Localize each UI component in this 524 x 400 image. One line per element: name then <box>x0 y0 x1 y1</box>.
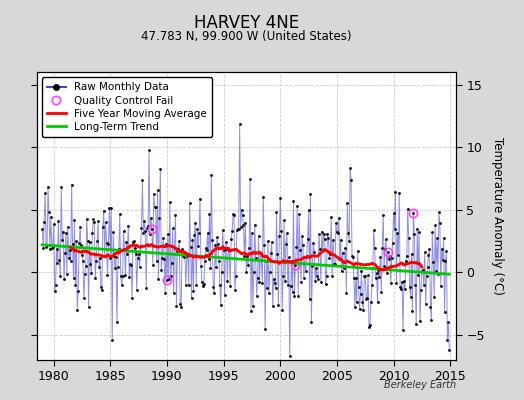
Y-axis label: Temperature Anomaly (°C): Temperature Anomaly (°C) <box>491 137 504 295</box>
Text: 47.783 N, 99.900 W (United States): 47.783 N, 99.900 W (United States) <box>141 30 352 43</box>
Legend: Raw Monthly Data, Quality Control Fail, Five Year Moving Average, Long-Term Tren: Raw Monthly Data, Quality Control Fail, … <box>42 77 212 137</box>
Text: Berkeley Earth: Berkeley Earth <box>384 380 456 390</box>
Text: HARVEY 4NE: HARVEY 4NE <box>194 14 299 32</box>
